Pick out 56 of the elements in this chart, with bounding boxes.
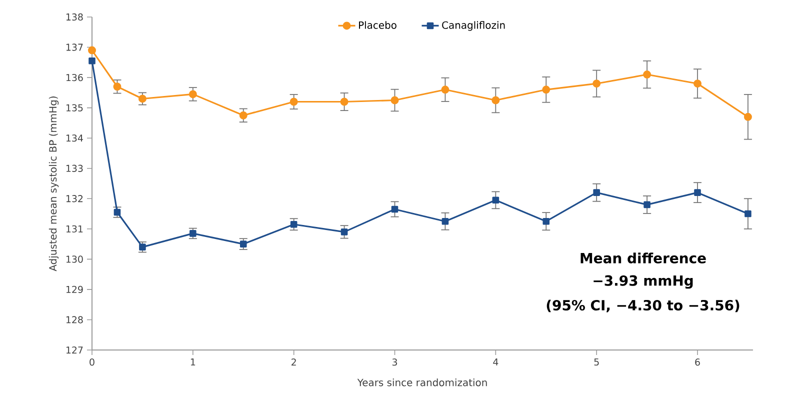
x-tick-label: 2 [292,358,296,366]
point [240,240,247,248]
point [290,220,298,228]
point [138,94,146,103]
point [542,218,550,225]
point [694,189,701,196]
point [441,86,450,94]
point [340,98,348,106]
y-tick-label: 131 [66,225,83,232]
x-tick-label: 4 [493,358,498,366]
point [542,86,550,94]
point [340,228,348,236]
point [593,189,600,196]
point [744,112,752,121]
legend-label: Placebo [359,21,396,29]
point [188,90,197,98]
y-tick-label: 138 [66,13,83,21]
point [139,244,146,250]
point [592,80,601,88]
point [114,208,121,216]
point [643,70,652,79]
point [290,98,298,106]
annotation: Mean difference [580,252,706,264]
point [644,201,650,208]
point [88,46,96,54]
annotation: (95% CI, −4.30 to −3.56) [546,300,740,312]
y-tick-label: 129 [66,286,83,294]
point [113,82,122,91]
x-tick-label: 5 [594,358,599,366]
point [390,96,399,104]
point [442,218,449,225]
y-axis-title: Adjusted mean systolic BP (mmHg) [48,96,59,272]
y-tick-label: 128 [66,316,83,324]
point [391,206,398,213]
y-tick-label: 127 [66,346,83,354]
point [239,111,248,120]
y-tick-label: 134 [66,134,83,142]
point [744,210,752,218]
y-tick-label: 130 [66,256,83,263]
x-tick-label: 1 [190,358,196,366]
annotation: −3.93 mmHg [594,275,693,289]
x-tick-label: 6 [695,358,700,366]
point [492,96,500,104]
y-tick-label: 133 [66,164,83,172]
point [88,57,96,64]
x-tick-label: 3 [392,358,398,366]
legend-label: Canagliflozin [442,21,505,31]
point [694,80,702,88]
y-tick-label: 137 [66,44,83,51]
y-tick-label: 136 [66,74,83,82]
x-axis-title: Years since randomization [357,378,487,386]
point [492,196,500,204]
x-tick-label: 0 [90,358,94,366]
y-tick-label: 135 [66,104,83,112]
y-tick-label: 132 [66,195,83,202]
point [190,230,196,237]
